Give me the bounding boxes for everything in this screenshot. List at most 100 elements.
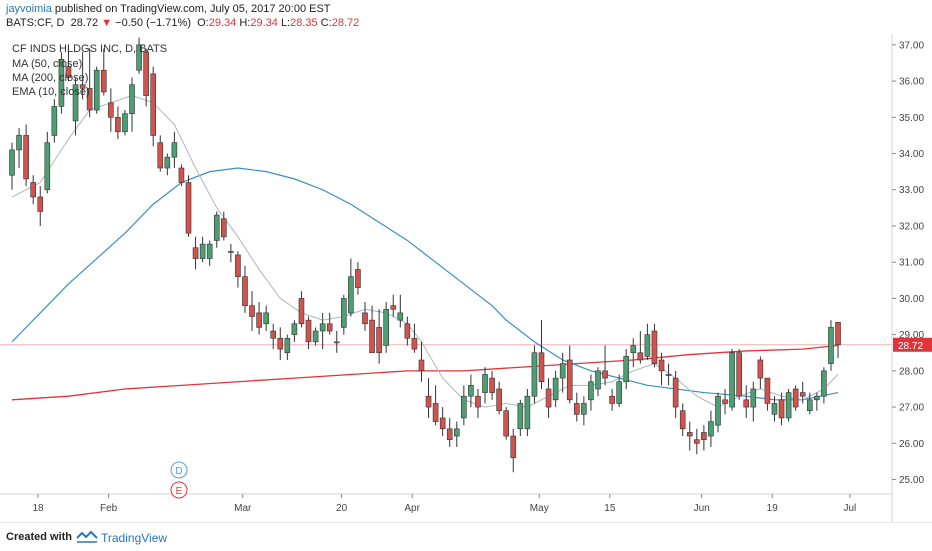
- candle-body: [496, 388, 502, 411]
- time-axis[interactable]: 18 Feb Mar 20 Apr May 15 Jun 19 Jul: [32, 494, 856, 514]
- candle: [185, 175, 192, 237]
- dividend-marker[interactable]: D: [170, 461, 188, 479]
- candle: [743, 385, 750, 418]
- dividend-marker-circle: [170, 461, 188, 479]
- candle-body: [348, 276, 354, 314]
- candle: [199, 236, 206, 263]
- time-tick-label: Jun: [694, 503, 710, 514]
- candle-body: [630, 345, 637, 354]
- chart-header: jayvoimia published on TradingView.com, …: [0, 0, 932, 34]
- candle-body: [284, 337, 291, 354]
- candle-body: [581, 403, 587, 415]
- candle: [355, 262, 361, 295]
- candle-body: [249, 305, 255, 317]
- candle-body: [418, 359, 425, 372]
- candle-body: [708, 421, 714, 437]
- high-value: 29.34: [250, 17, 278, 29]
- candle: [65, 44, 72, 82]
- candle-body: [305, 319, 312, 343]
- author-username[interactable]: jayvoimia: [6, 3, 52, 15]
- candle-body: [644, 334, 651, 357]
- price-tick-label: 29.00: [899, 330, 924, 341]
- candle: [722, 388, 728, 415]
- candle-body: [595, 370, 601, 390]
- candle-body: [651, 330, 658, 364]
- price-tick-label: 31.00: [899, 258, 924, 269]
- time-tick-label: Feb: [100, 503, 118, 514]
- down-arrow-icon: ▼: [101, 17, 113, 29]
- candle-body: [122, 113, 128, 133]
- candle: [72, 77, 79, 136]
- candle: [461, 385, 467, 426]
- candle: [658, 352, 665, 386]
- legend-ma50[interactable]: MA (50, close): [12, 58, 82, 70]
- candle-body: [16, 135, 22, 151]
- candle-body: [326, 323, 333, 332]
- candle-body: [93, 69, 100, 111]
- tradingview-brand-link[interactable]: TradingView: [101, 531, 168, 545]
- candle-body: [828, 327, 834, 364]
- candle: [736, 349, 742, 400]
- candle-body: [672, 377, 679, 408]
- chart-legend: CF INDS HLDGS INC, D, BATS MA (50, close…: [12, 43, 167, 98]
- candle-body: [79, 84, 86, 89]
- candle: [235, 251, 241, 288]
- candle: [277, 327, 284, 360]
- last-price-box: [893, 337, 932, 352]
- candle-body: [814, 395, 820, 401]
- earnings-marker[interactable]: E: [170, 481, 188, 499]
- candle-body: [157, 142, 164, 169]
- price-tick-label: 27.00: [899, 403, 924, 414]
- candle: [37, 186, 44, 226]
- legend-ema10[interactable]: EMA (10, close): [12, 86, 90, 98]
- price-tick-label: 33.00: [899, 185, 924, 196]
- candle-body: [799, 392, 806, 397]
- candle-body: [764, 377, 771, 404]
- candle: [581, 396, 587, 426]
- candle: [439, 407, 446, 437]
- candle-body: [397, 312, 404, 321]
- candle-body: [566, 359, 573, 401]
- candle: [143, 48, 149, 107]
- earnings-marker-circle: [170, 481, 188, 499]
- tradingview-logo-icon[interactable]: [76, 529, 98, 543]
- candle-body: [679, 410, 686, 430]
- candle-body: [446, 428, 453, 440]
- candle-body: [86, 88, 93, 111]
- close-value: 28.72: [331, 17, 360, 29]
- candle-body: [270, 330, 277, 339]
- candle: [129, 77, 135, 132]
- price-axis[interactable]: 37.00 36.00 35.00 34.00 33.00 32.00 31.00 30.00…: [892, 40, 932, 486]
- price-chart[interactable]: 37.00 36.00 35.00 34.00 33.00 32.00 31.00 30.00…: [0, 34, 932, 522]
- candle: [206, 240, 213, 266]
- candle-body: [263, 312, 269, 325]
- candle-body: [178, 167, 185, 183]
- plot-area[interactable]: [0, 37, 892, 473]
- legend-ma200[interactable]: MA (200, close): [12, 72, 88, 84]
- candle-body: [115, 117, 121, 133]
- candle-body: [736, 352, 742, 397]
- candle: [221, 211, 227, 241]
- candle: [602, 345, 608, 386]
- candle-body: [665, 374, 672, 376]
- candle: [16, 128, 22, 169]
- dividend-marker-label: D: [175, 466, 182, 477]
- candle-body: [9, 149, 15, 176]
- candle-body: [404, 323, 411, 339]
- candle-body: [150, 73, 156, 136]
- price-change: −0.50 (−1.71%): [115, 17, 191, 29]
- candle: [397, 294, 404, 328]
- price-tick-label: 25.00: [899, 475, 924, 486]
- candle-body: [108, 102, 114, 118]
- time-tick-label: 15: [604, 503, 616, 514]
- candle: [312, 327, 319, 346]
- candle-body: [192, 247, 199, 259]
- candle-body: [432, 403, 439, 422]
- candle-body: [588, 381, 594, 401]
- candle-body: [58, 59, 65, 107]
- candle: [453, 421, 460, 447]
- candle-body: [383, 308, 389, 346]
- candle: [517, 399, 524, 437]
- candle: [665, 363, 672, 386]
- candle-body: [30, 182, 36, 198]
